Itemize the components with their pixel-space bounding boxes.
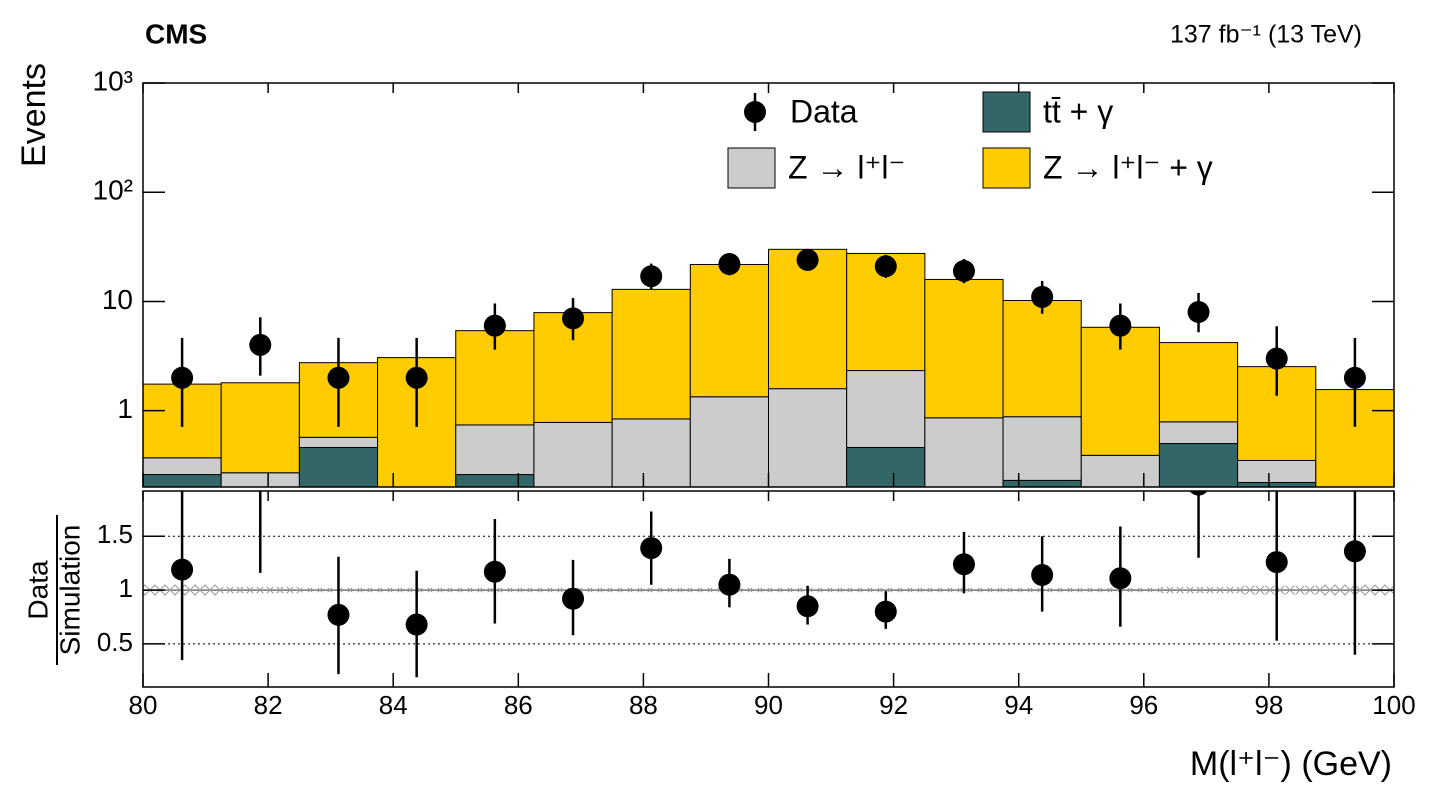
data-point	[249, 333, 272, 356]
ratio-point	[1343, 540, 1366, 563]
stack-segment	[298, 436, 379, 448]
top-frame	[142, 82, 1395, 488]
x-tick-label: 84	[379, 690, 408, 720]
x-tick-label: 90	[754, 690, 783, 720]
legend-label: Z → l⁺l⁻ + γ	[1043, 149, 1213, 185]
data-point	[171, 366, 194, 389]
legend-swatch	[982, 91, 1031, 133]
stack-segment	[143, 457, 222, 476]
data-point	[1343, 366, 1366, 389]
legend-label: Z → l⁺l⁻	[788, 149, 905, 185]
data-point	[640, 265, 663, 288]
stack-segment	[298, 446, 379, 487]
ratio-y-title-top: Data	[22, 560, 53, 620]
y-tick-label: 10	[102, 284, 133, 315]
x-tick-label: 88	[629, 690, 658, 720]
y-tick-label: 1.5	[97, 519, 133, 549]
data-point	[562, 307, 585, 330]
y-tick-label: 10³	[93, 65, 133, 96]
x-tick-label: 96	[1129, 690, 1158, 720]
x-tick-label: 80	[129, 690, 158, 720]
x-tick-label: 94	[1004, 690, 1033, 720]
stack-segment	[846, 370, 926, 448]
experiment-label: CMS	[145, 18, 207, 49]
stack-segment	[533, 421, 613, 487]
y-tick-label: 1	[119, 573, 133, 603]
ratio-point	[1265, 551, 1288, 574]
ratio-point	[796, 595, 819, 618]
x-axis-title: M(l⁺l⁻) (GeV)	[1190, 745, 1392, 783]
stack-segment	[1158, 342, 1239, 423]
data-point	[1187, 301, 1210, 324]
data-point	[405, 366, 428, 389]
data-point	[1109, 314, 1132, 337]
ratio-point	[483, 560, 506, 583]
uncertainty-band	[846, 587, 925, 593]
stack-segment	[689, 396, 769, 487]
x-tick-label: 100	[1372, 690, 1415, 720]
data-point	[1265, 347, 1288, 370]
data-point	[327, 366, 350, 389]
data-point	[952, 259, 975, 282]
x-tick-label: 86	[504, 690, 533, 720]
stack-segment	[1080, 454, 1160, 487]
legend-swatch	[727, 147, 776, 189]
y-axis-title: Events	[15, 63, 53, 167]
ratio-point	[171, 558, 194, 581]
stack-segment	[1158, 421, 1239, 445]
ratio-point	[718, 573, 741, 596]
legend: Data tt̄ + γ Z → l⁺l⁻ Z → l⁺l⁻ + γ	[727, 91, 1213, 189]
lumi-label: 137 fb⁻¹ (13 TeV)	[1170, 21, 1362, 49]
y-tick-label: 1	[117, 393, 133, 424]
ratio-frame	[142, 490, 1395, 688]
legend-label: Data	[790, 93, 858, 129]
stack-segment	[1002, 416, 1082, 481]
data-point	[874, 255, 897, 278]
stack-segment	[768, 388, 848, 487]
stack-segment	[1237, 459, 1317, 483]
ratio-point	[640, 537, 663, 560]
data-point	[1031, 285, 1054, 308]
uncertainty-band	[1159, 586, 1238, 594]
ratio-point	[1109, 567, 1132, 590]
ratio-point	[952, 553, 975, 576]
ratio-point	[874, 600, 897, 623]
stack-segment	[689, 263, 769, 398]
ratio-point	[405, 613, 428, 636]
ratio-point	[327, 603, 350, 626]
x-tick-label: 92	[879, 690, 908, 720]
top-plot	[143, 248, 1394, 487]
data-point	[796, 248, 819, 271]
data-point	[718, 253, 741, 276]
stack-segment	[846, 446, 926, 487]
ratio-point	[562, 587, 585, 610]
legend-marker	[744, 101, 766, 123]
legend-swatch	[982, 147, 1031, 189]
stack-segment	[924, 417, 1004, 487]
uncertainty-band	[612, 587, 691, 593]
ratio-point	[1189, 491, 1208, 496]
ratio-point	[1031, 564, 1054, 586]
ratio-y-title-bottom: Simulation	[54, 525, 85, 656]
axes: 10³ 10² 10 1 0.5 1 1.5 80 82 84 86 88 90 92 94 96 98 100	[93, 65, 1416, 719]
stack-segment	[220, 382, 300, 474]
x-tick-label: 98	[1254, 690, 1283, 720]
stack-segment	[1158, 443, 1239, 487]
stack-segment	[1002, 299, 1082, 418]
x-tick-label: 82	[254, 690, 283, 720]
stack-segment	[455, 424, 535, 476]
data-point	[483, 314, 506, 337]
y-tick-label: 10²	[93, 175, 133, 206]
legend-label: tt̄ + γ	[1043, 93, 1113, 129]
stack-segment	[924, 278, 1004, 419]
stack-segment	[611, 418, 691, 487]
ratio-plot	[143, 491, 1394, 678]
y-tick-label: 0.5	[97, 627, 133, 657]
uncertainty-band	[221, 586, 300, 594]
stack-segment	[611, 288, 691, 420]
